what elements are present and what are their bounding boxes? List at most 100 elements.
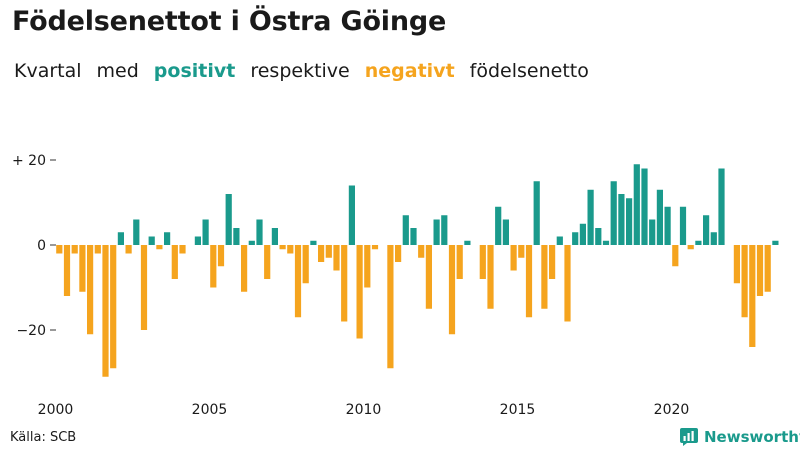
bar	[464, 240, 471, 245]
bar	[564, 245, 571, 322]
bar	[479, 245, 486, 279]
bar	[387, 245, 394, 369]
bar	[649, 219, 656, 245]
bar	[410, 228, 417, 245]
bar	[618, 194, 625, 245]
bar	[656, 189, 663, 245]
bar	[541, 245, 548, 309]
bar	[502, 219, 509, 245]
subtitle-text-birth-net: födelsenetto	[469, 60, 589, 82]
subtitle-negative-word: negativt	[364, 60, 455, 82]
brand-logo: Newsworthy	[680, 427, 800, 447]
bar	[556, 236, 563, 245]
bar	[202, 219, 209, 245]
bar	[341, 245, 348, 322]
bar	[695, 240, 702, 245]
bar	[63, 245, 71, 296]
bar	[148, 236, 155, 245]
bar	[310, 240, 317, 245]
bar	[395, 245, 402, 262]
bar	[56, 245, 63, 254]
bar	[772, 240, 779, 245]
bar	[356, 245, 363, 339]
bar	[756, 245, 764, 296]
bar	[626, 198, 633, 245]
bar	[425, 245, 432, 309]
bar	[171, 245, 178, 279]
bar	[710, 232, 717, 245]
x-tick-label: 2010	[346, 402, 382, 418]
bar	[549, 245, 556, 279]
bar	[518, 245, 525, 258]
bar	[687, 245, 694, 250]
bar	[125, 245, 132, 254]
bar	[456, 245, 463, 279]
bar	[333, 245, 340, 271]
source-label: Källa: SCB	[10, 430, 77, 445]
bar	[79, 245, 86, 292]
bar	[718, 168, 725, 245]
bar	[210, 245, 217, 288]
subtitle-positive-word: positivt	[153, 60, 236, 82]
bar	[495, 206, 502, 245]
bar	[294, 245, 302, 318]
bar	[194, 236, 201, 245]
bar	[441, 215, 448, 245]
bar	[579, 223, 586, 245]
bar	[448, 245, 456, 335]
bar	[371, 245, 379, 250]
bar	[156, 245, 163, 250]
bar	[703, 215, 710, 245]
bar	[271, 228, 278, 245]
bar	[749, 245, 756, 347]
bar	[110, 245, 117, 369]
bar	[225, 194, 232, 245]
chart-subtitle: Kvartal med positivt respektive negativt föde…	[14, 60, 604, 82]
bar	[733, 245, 740, 284]
bar	[364, 245, 371, 288]
bar	[679, 206, 687, 245]
bar	[641, 168, 648, 245]
bar	[325, 245, 332, 258]
bar	[348, 185, 355, 245]
bar	[133, 219, 140, 245]
bar	[302, 245, 309, 284]
bar	[140, 245, 148, 330]
y-tick-label: + 20	[12, 153, 46, 169]
x-tick-label: 2000	[38, 402, 74, 418]
bar	[279, 245, 286, 250]
x-tick-label: 2020	[654, 402, 690, 418]
bar	[525, 245, 533, 318]
y-tick-label: −20	[16, 323, 46, 339]
newsworthy-logo-icon	[680, 428, 698, 446]
bar	[595, 228, 602, 245]
bar	[248, 240, 255, 245]
bars-group	[56, 164, 779, 377]
bar	[433, 219, 440, 245]
bar	[117, 232, 124, 245]
bar	[610, 181, 617, 245]
bar	[602, 240, 610, 245]
brand-name: Newsworthy	[704, 428, 800, 446]
y-tick-label: 0	[37, 238, 46, 254]
bar	[664, 206, 671, 245]
bar	[217, 245, 225, 267]
bar	[572, 232, 579, 245]
bar	[287, 245, 294, 254]
bar	[87, 245, 94, 335]
x-tick-label: 2015	[500, 402, 536, 418]
y-axis: + 20 0 −20	[12, 153, 56, 339]
x-axis: 2000 2005 2010 2015 2020	[38, 402, 690, 418]
bar	[510, 245, 517, 271]
bar	[318, 245, 325, 262]
bar	[741, 245, 748, 318]
bar	[241, 245, 248, 292]
bar	[102, 245, 109, 377]
subtitle-text-respectively: respektive	[250, 60, 350, 82]
bar	[233, 228, 240, 245]
bar	[402, 215, 409, 245]
bar	[256, 219, 263, 245]
bar	[764, 245, 771, 292]
bar	[533, 181, 540, 245]
